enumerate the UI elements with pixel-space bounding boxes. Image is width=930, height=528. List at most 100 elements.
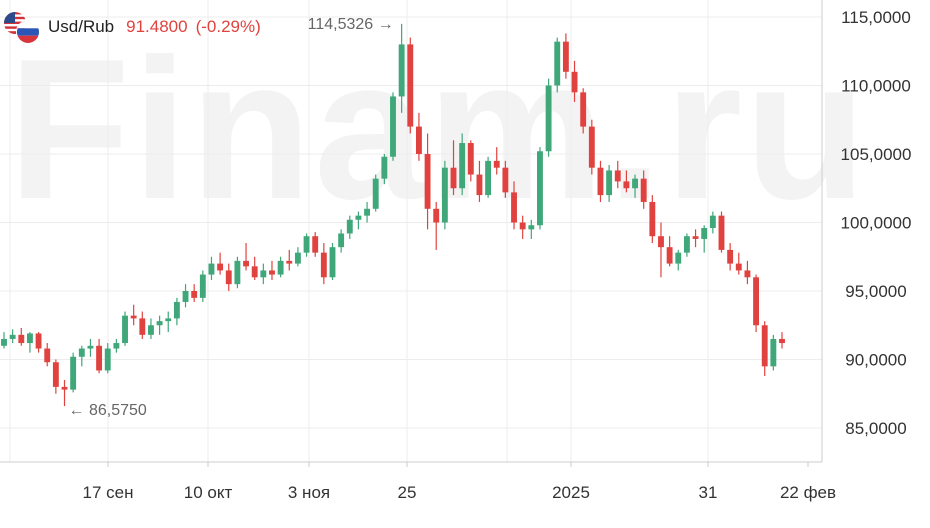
max-annotation: 114,5326 → <box>308 16 394 33</box>
candle-body <box>346 219 353 234</box>
candle-body <box>433 208 440 223</box>
candle-body <box>614 170 621 182</box>
ru-flag-icon <box>16 20 40 44</box>
y-tick-label: 95,0000 <box>845 282 906 301</box>
y-tick-label: 110,0000 <box>841 77 911 96</box>
candle-body <box>493 160 500 168</box>
last-price: 91.4800 <box>126 17 188 36</box>
candle-body <box>122 315 128 344</box>
candle-body <box>381 156 388 179</box>
candle-body <box>364 208 371 216</box>
candle-body <box>666 247 673 264</box>
candle-body <box>260 270 267 278</box>
candle-body <box>390 96 396 157</box>
chart-axes <box>0 0 823 463</box>
candle-body <box>675 252 682 264</box>
candle-body <box>606 170 613 196</box>
x-tick-label: 3 ноя <box>288 483 330 502</box>
candle-body <box>208 263 215 275</box>
candle-body <box>87 345 94 349</box>
y-tick-label: 105,0000 <box>841 145 912 164</box>
candle-body <box>277 260 284 275</box>
candle-body <box>26 333 33 344</box>
candle-body <box>580 92 587 127</box>
candle-body <box>407 44 414 127</box>
annotations: 114,5326 → ← 86,5750 <box>69 16 394 419</box>
y-tick-label: 90,0000 <box>845 351 906 370</box>
candle-body <box>545 85 552 152</box>
candle-body <box>286 260 293 264</box>
candle-body <box>415 126 422 154</box>
candle-body <box>217 263 224 271</box>
candle-body <box>398 44 405 97</box>
candle-body <box>623 181 630 189</box>
candle-body <box>312 236 319 253</box>
candle-body <box>753 277 760 326</box>
x-tick-label: 22 фев <box>780 483 836 502</box>
candle-body <box>519 222 526 230</box>
candle-body <box>329 247 336 278</box>
candle-body <box>683 236 690 253</box>
candle-body <box>52 362 59 387</box>
candle-body <box>744 270 751 278</box>
candle-body <box>718 215 725 250</box>
x-axis-ticks: 17 сен 10 окт 3 ноя 25 2025 31 22 фев <box>83 462 836 502</box>
candle-body <box>61 386 68 390</box>
y-tick-label: 115,0000 <box>841 8 911 27</box>
candle-body <box>320 252 327 278</box>
y-axis-ticks: 115,0000 110,0000 105,0000 100,0000 95,0000 9… <box>841 8 912 438</box>
candle-body <box>355 215 362 220</box>
candle-body <box>18 334 25 344</box>
candle-body <box>243 260 249 267</box>
candle-body <box>649 201 656 237</box>
candle-body <box>658 236 664 248</box>
candle-body <box>78 348 85 357</box>
candle-body <box>511 192 517 223</box>
candle-body <box>251 266 258 278</box>
candle-body <box>692 236 699 239</box>
candle-body <box>554 41 561 86</box>
candle-body <box>441 167 448 223</box>
candle-body <box>562 41 569 72</box>
candle-body <box>735 263 742 271</box>
candle-body <box>303 236 310 253</box>
candle-body <box>156 321 163 326</box>
candle-body <box>450 167 457 189</box>
candle-body <box>96 345 103 371</box>
candle-body <box>165 318 172 322</box>
candle-body <box>139 318 146 335</box>
candle-body <box>1 338 7 346</box>
candle-body <box>130 315 137 319</box>
candle-body <box>424 154 431 209</box>
min-annotation: ← 86,5750 <box>69 402 147 419</box>
candle-body <box>761 325 768 367</box>
candle-body <box>467 143 474 175</box>
candle-body <box>502 167 509 193</box>
watermark: Finam.ru <box>8 18 869 241</box>
candle-body <box>485 160 492 196</box>
x-tick-label: 17 сен <box>83 483 134 502</box>
y-tick-label: 85,0000 <box>845 419 906 438</box>
candle-body <box>113 343 120 349</box>
candle-body <box>701 227 708 239</box>
x-tick-label: 31 <box>699 483 718 502</box>
candle-body <box>571 71 578 93</box>
candle-body <box>225 270 232 285</box>
candle-body <box>709 215 716 228</box>
candle-body <box>528 225 535 230</box>
x-tick-label: 25 <box>398 483 417 502</box>
candle-body <box>104 348 111 371</box>
candle-body <box>372 178 379 209</box>
candle-body <box>191 291 198 298</box>
candles <box>1 23 785 407</box>
candle-body <box>338 233 345 248</box>
candle-body <box>173 301 180 319</box>
y-tick-label: 100,0000 <box>841 214 912 233</box>
candle-body <box>9 334 16 339</box>
x-tick-label: 2025 <box>552 483 590 502</box>
currency-flags <box>4 12 40 44</box>
candle-body <box>632 178 638 189</box>
candle-body <box>770 338 777 367</box>
candle-body <box>269 270 275 275</box>
